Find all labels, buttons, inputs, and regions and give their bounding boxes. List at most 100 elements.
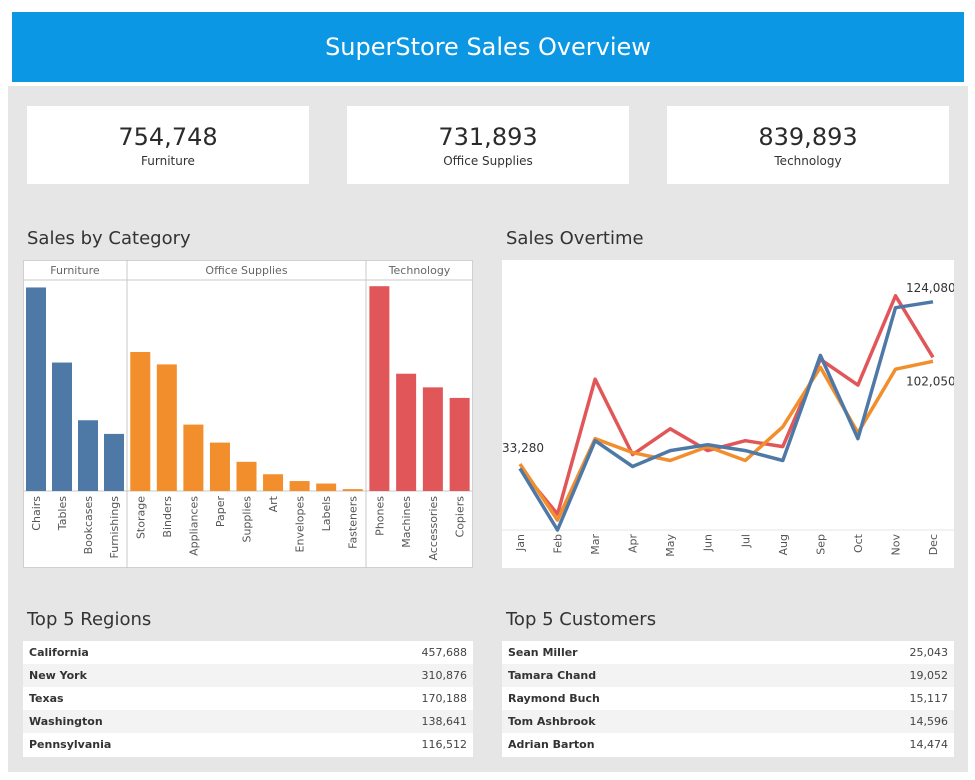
bar-storage [130, 351, 151, 491]
region-name: Pennsylvania [29, 738, 112, 751]
tick-label-aug: Aug [777, 534, 790, 555]
tick-label-accessories: Accessories [427, 496, 440, 561]
tick-label-supplies: Supplies [241, 496, 254, 543]
tick-label-may: May [664, 534, 677, 557]
tick-label-phones: Phones [373, 496, 386, 536]
customer-name: Tom Ashbrook [508, 715, 596, 728]
tick-label-envelopes: Envelopes [294, 496, 307, 553]
group-label-technology: Technology [388, 264, 451, 277]
kpi-label: Office Supplies [443, 154, 533, 168]
table-row[interactable]: Raymond Buch 15,117 [502, 687, 954, 710]
customers-section-title: Top 5 Customers [506, 609, 657, 630]
series-line-orange [518, 359, 934, 522]
category-chart-panel: Furniture Chairs Tables Bookcases Furnishing… [23, 260, 473, 568]
table-row[interactable]: Adrian Barton 14,474 [502, 733, 954, 756]
tick-label-storage: Storage [134, 496, 147, 539]
bar-binders [156, 364, 177, 491]
dashboard-title: SuperStore Sales Overview [325, 33, 651, 61]
bar-labels [316, 483, 337, 491]
bar-appliances [183, 424, 204, 491]
region-value: 170,188 [421, 692, 468, 705]
overtime-section-title: Sales Overtime [506, 228, 644, 249]
tick-label-sep: Sep [814, 534, 827, 555]
bar-copiers [449, 397, 470, 491]
customer-name: Sean Miller [508, 646, 578, 659]
kpi-label: Furniture [141, 154, 195, 168]
bar-bookcases [78, 420, 98, 491]
bar-furnishings [104, 433, 124, 491]
tick-label-nov: Nov [889, 534, 902, 556]
tick-label-art: Art [267, 495, 280, 512]
annotation-dec: 102,050 [906, 374, 954, 388]
kpi-value: 754,748 [118, 123, 218, 151]
series-line-blue [518, 300, 934, 532]
customer-value: 14,596 [909, 715, 949, 728]
region-name: California [29, 646, 89, 659]
table-row[interactable]: Pennsylvania 116,512 [23, 733, 473, 756]
table-row[interactable]: Texas 170,188 [23, 687, 473, 710]
customer-name: Tamara Chand [508, 669, 597, 682]
bar-phones [369, 286, 390, 491]
region-name: Texas [29, 692, 64, 705]
category-bar-chart: Furniture Chairs Tables Bookcases Furnishing… [23, 260, 473, 568]
tick-label-furnishings: Furnishings [108, 496, 121, 559]
customer-name: Adrian Barton [508, 738, 595, 751]
tick-label-paper: Paper [214, 496, 227, 528]
kpi-value: 839,893 [758, 123, 858, 151]
chart-border [23, 260, 473, 568]
table-row[interactable]: Tamara Chand 19,052 [502, 664, 954, 687]
tick-label-tables: Tables [56, 496, 69, 531]
bar-accessories [422, 387, 443, 491]
tick-label-jun: Jun [702, 534, 715, 552]
region-value: 310,876 [421, 669, 468, 682]
bar-machines [396, 373, 417, 491]
dashboard-header: SuperStore Sales Overview [12, 12, 964, 82]
customer-name: Raymond Buch [508, 692, 600, 705]
annotation-jan: 33,280 [502, 441, 544, 455]
table-row[interactable]: California 457,688 [23, 641, 473, 664]
customer-value: 14,474 [909, 738, 949, 751]
region-value: 116,512 [421, 738, 468, 751]
tick-label-dec: Dec [927, 534, 940, 555]
tick-label-mar: Mar [589, 534, 602, 555]
group-label-office-supplies: Office Supplies [205, 264, 287, 277]
tick-label-binders: Binders [161, 496, 174, 538]
bar-chairs [26, 287, 46, 491]
category-section-title: Sales by Category [27, 228, 191, 249]
tick-label-feb: Feb [552, 534, 565, 553]
kpi-card-furniture[interactable]: 754,748 Furniture [27, 106, 309, 184]
tick-label-bookcases: Bookcases [82, 496, 95, 555]
bar-fasteners [342, 489, 363, 491]
tick-label-oct: Oct [852, 533, 865, 553]
kpi-value: 731,893 [438, 123, 538, 151]
customer-value: 15,117 [909, 692, 949, 705]
tick-label-labels: Labels [320, 496, 333, 532]
group-label-furniture: Furniture [50, 264, 100, 277]
regions-table: California 457,688 New York 310,876 Texa… [23, 641, 473, 757]
table-row[interactable]: Sean Miller 25,043 [502, 641, 954, 664]
region-name: Washington [29, 715, 103, 728]
bar-tables [52, 362, 72, 491]
tick-label-appliances: Appliances [187, 496, 200, 556]
tick-label-jan: Jan [514, 534, 527, 552]
bar-envelopes [289, 481, 310, 491]
kpi-card-office-supplies[interactable]: 731,893 Office Supplies [347, 106, 629, 184]
tick-label-copiers: Copiers [454, 496, 467, 538]
bar-paper [209, 442, 230, 491]
customers-table: Sean Miller 25,043 Tamara Chand 19,052 R… [502, 641, 954, 757]
kpi-card-technology[interactable]: 839,893 Technology [667, 106, 949, 184]
bar-supplies [236, 461, 257, 491]
table-row[interactable]: New York 310,876 [23, 664, 473, 687]
series-line-red [518, 294, 935, 516]
region-value: 138,641 [421, 715, 468, 728]
bar-art [263, 474, 284, 491]
tick-label-fasteners: Fasteners [347, 496, 360, 549]
tick-label-chairs: Chairs [30, 496, 43, 531]
tick-label-machines: Machines [400, 496, 413, 548]
overtime-chart-panel: Jan Feb Mar Apr May Jun Jul Aug Sep Oct Nov Dec 33,2… [502, 260, 956, 568]
sales-overtime-line-chart: Jan Feb Mar Apr May Jun Jul Aug Sep Oct Nov Dec 33,2… [502, 281, 956, 557]
kpi-label: Technology [774, 154, 842, 168]
table-row[interactable]: Washington 138,641 [23, 710, 473, 733]
tick-label-jul: Jul [739, 534, 752, 548]
table-row[interactable]: Tom Ashbrook 14,596 [502, 710, 954, 733]
